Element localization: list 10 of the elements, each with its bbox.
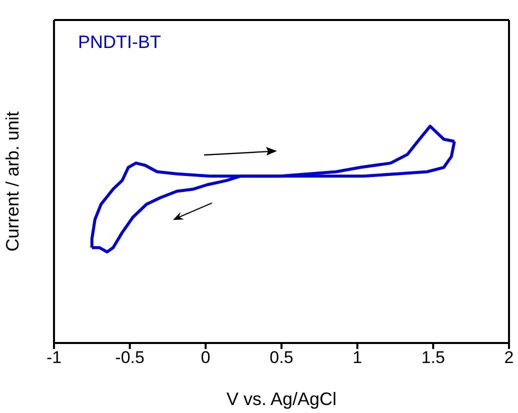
x-axis-title: V vs. Ag/AgCl [226,389,337,409]
x-tick-label: 1.5 [421,348,445,368]
x-tick-label: 2 [504,348,514,368]
x-tick-label: -1 [46,348,62,368]
x-tick-label: 0 [200,348,210,368]
y-axis-title: Current / arb. unit [2,111,22,252]
x-tick-label: 1 [352,348,362,368]
x-tick-label: -0.5 [115,348,144,368]
text: PNDTI-BT [78,32,161,53]
x-tick-label: 0.5 [270,348,294,368]
